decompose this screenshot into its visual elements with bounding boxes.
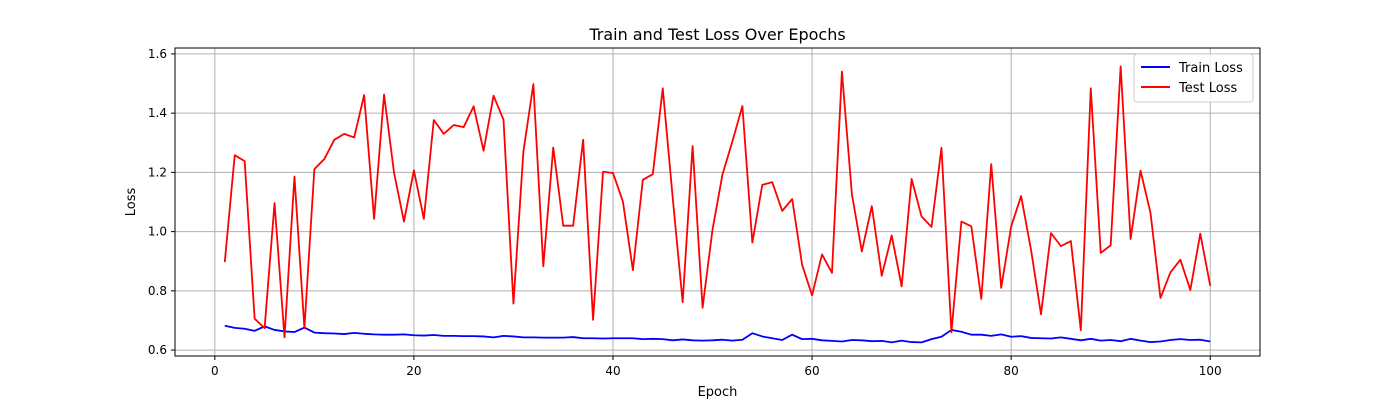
x-tick-label: 0: [211, 364, 219, 378]
x-tick-label: 80: [1004, 364, 1019, 378]
x-axis-title: Epoch: [698, 385, 738, 400]
x-tick-label: 20: [406, 364, 421, 378]
chart-title: Train and Test Loss Over Epochs: [588, 25, 845, 44]
y-tick-label: 1.4: [148, 106, 167, 120]
legend: Train Loss Test Loss: [1133, 53, 1254, 103]
x-tick-label: 100: [1199, 364, 1222, 378]
plot-frame: [174, 47, 1261, 357]
x-tick-label: 40: [605, 364, 620, 378]
y-tick-label: 1.0: [148, 225, 167, 239]
test-loss-line: [223, 65, 1212, 339]
legend-label-train: Train Loss: [1178, 61, 1243, 76]
train-loss-line: [224, 324, 1211, 344]
y-tick-label: 1.2: [148, 165, 167, 179]
x-tick-label: 60: [804, 364, 819, 378]
axis-ticks: 0 20 40 60 80 100 0.6 0.8 1.0 1.2 1.4 1.6: [148, 47, 1222, 378]
y-tick-label: 1.6: [148, 47, 167, 61]
y-tick-label: 0.6: [148, 343, 167, 357]
legend-label-test: Test Loss: [1178, 81, 1237, 96]
y-tick-label: 0.8: [148, 284, 167, 298]
y-axis-title: Loss: [124, 188, 139, 217]
series-lines: [223, 65, 1212, 344]
